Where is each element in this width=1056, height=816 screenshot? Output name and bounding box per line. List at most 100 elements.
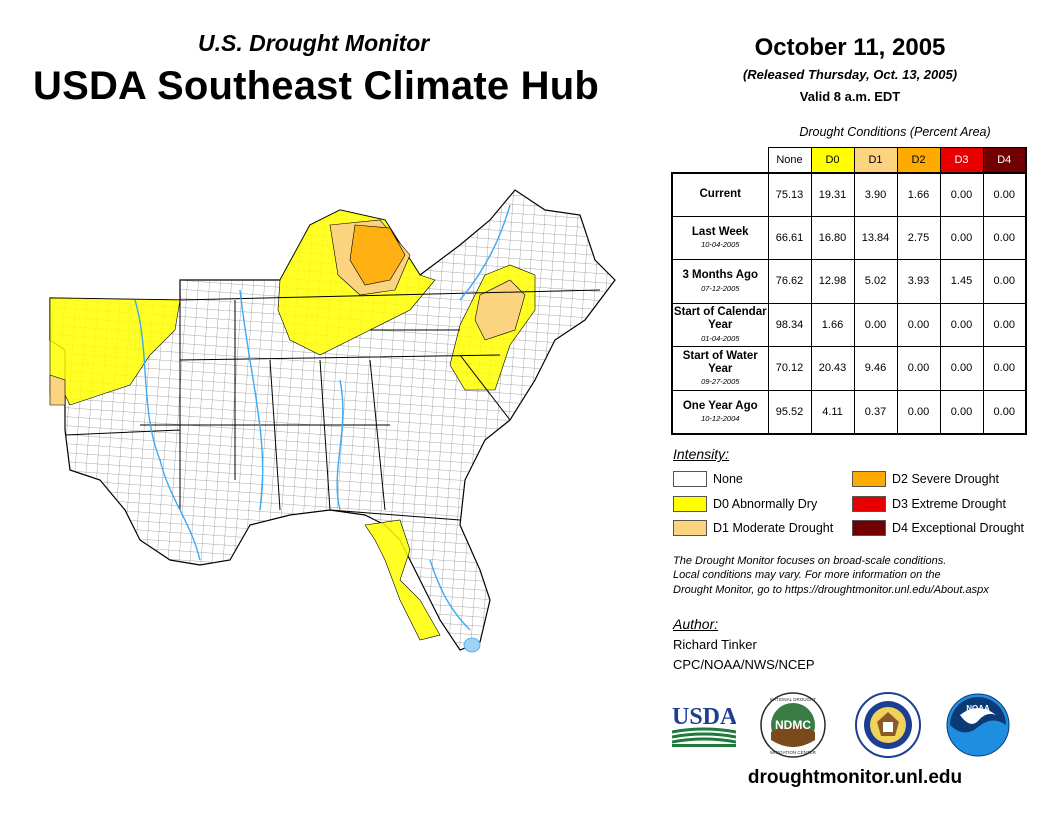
table-cell: 1.45	[939, 259, 984, 304]
table-cell: 1.66	[810, 302, 855, 347]
release-date: (Released Thursday, Oct. 13, 2005)	[742, 67, 958, 82]
author-heading: Author:	[673, 616, 719, 632]
table-cell: 76.62	[767, 259, 812, 304]
table-row: One Year Ago 10-12-2004 95.52 4.11 0.37 0…	[671, 389, 1027, 435]
lake-okeechobee	[463, 637, 481, 653]
legend-label: D4 Exceptional Drought	[892, 521, 1025, 535]
ndmc-logo-text: NDMC	[775, 718, 811, 732]
valid-time: Valid 8 a.m. EDT	[799, 89, 901, 104]
row-label: Start of Calendar Year 01-04-2005	[671, 302, 769, 347]
table-cell: 0.00	[982, 215, 1027, 260]
table-cell: 9.46	[853, 346, 898, 391]
drought-map	[49, 189, 616, 653]
usda-logo-text: USDA	[672, 704, 736, 730]
table-cell: 1.66	[896, 171, 941, 217]
header-d4: D4	[982, 147, 1027, 173]
legend-item-none: None	[673, 470, 743, 488]
row-label: Start of Water Year 09-27-2005	[671, 346, 769, 391]
table-row: Current 75.13 19.31 3.90 1.66 0.00 0.00	[671, 171, 1027, 217]
row-label-text: One Year Ago	[682, 399, 758, 412]
legend-item-d1: D1 Moderate Drought	[673, 519, 833, 537]
noaa-logo-text: NOAA	[966, 704, 990, 713]
table-cell: 5.02	[853, 259, 898, 304]
table-cell: 0.00	[982, 302, 1027, 347]
table-cell: 95.52	[767, 389, 812, 435]
page-title: USDA Southeast Climate Hub	[33, 64, 600, 108]
drought-monitor-subtitle: U.S. Drought Monitor	[198, 30, 430, 56]
row-date: 09-27-2005	[701, 377, 740, 387]
note-line: Drought Monitor, go to https://droughtmo…	[673, 583, 989, 596]
legend-label: D2 Severe Drought	[892, 472, 1000, 486]
rivers	[134, 204, 511, 631]
d2-area-kentucky	[349, 224, 406, 286]
table-caption: Drought Conditions (Percent Area)	[799, 125, 991, 139]
drought-monitor-url[interactable]: droughtmonitor.unl.edu	[747, 767, 963, 788]
legend-label: D0 Abnormally Dry	[713, 497, 818, 511]
d1-area-carolinas	[474, 279, 526, 341]
map-date: October 11, 2005	[754, 34, 946, 61]
table-cell: 3.90	[853, 171, 898, 217]
note-line: Local conditions may vary. For more info…	[673, 569, 941, 582]
row-date: 01-04-2005	[701, 333, 740, 343]
doc-seal-logo	[855, 692, 921, 758]
table-cell: 0.00	[982, 171, 1027, 217]
table-row: Start of Calendar Year 01-04-2005 98.34 1…	[671, 302, 1027, 347]
table-cell: 4.11	[810, 389, 855, 435]
legend-swatch	[673, 496, 707, 512]
table-cell: 0.00	[939, 346, 984, 391]
legend-label: D3 Extreme Drought	[892, 497, 1006, 511]
table-cell: 13.84	[853, 215, 898, 260]
header-d3: D3	[939, 147, 984, 173]
legend-swatch	[673, 520, 707, 536]
row-label-text: Start of Water Year	[682, 349, 758, 375]
table-cell: 20.43	[810, 346, 855, 391]
table-cell: 2.75	[896, 215, 941, 260]
header-d0: D0	[810, 147, 855, 173]
author-organization: CPC/NOAA/NWS/NCEP	[673, 657, 815, 672]
row-label-text: Current	[699, 187, 742, 200]
header-d2: D2	[896, 147, 941, 173]
legend-item-d2: D2 Severe Drought	[852, 470, 999, 488]
usda-logo: USDA	[672, 704, 736, 747]
table-cell: 0.37	[853, 389, 898, 435]
table-cell: 0.00	[939, 171, 984, 217]
legend-label: None	[713, 472, 743, 486]
note-line: The Drought Monitor focuses on broad-sca…	[673, 555, 947, 567]
header-d1: D1	[853, 147, 898, 173]
d0-area-florida	[364, 519, 441, 641]
table-cell: 12.98	[810, 259, 855, 304]
table-cell: 0.00	[982, 389, 1027, 435]
header-none: None	[767, 147, 812, 173]
row-label-text: Start of Calendar Year	[673, 306, 767, 332]
table-cell: 16.80	[810, 215, 855, 260]
d1-area-arkansas	[49, 374, 66, 406]
row-label-text: 3 Months Ago	[682, 269, 759, 282]
legend-swatch	[852, 520, 886, 536]
table-cell: 19.31	[810, 171, 855, 217]
svg-text:MITIGATION CENTER: MITIGATION CENTER	[770, 750, 816, 755]
state-boundaries	[64, 289, 601, 521]
row-label: Last Week 10-04-2005	[671, 215, 769, 260]
drought-conditions-table: None D0 D1 D2 D3 D4 Current 75.13 19.31 …	[671, 147, 1027, 435]
author-name: Richard Tinker	[673, 637, 757, 652]
svg-text:NATIONAL DROUGHT: NATIONAL DROUGHT	[770, 697, 816, 702]
legend-item-d4: D4 Exceptional Drought	[852, 519, 1024, 537]
legend-title: Intensity:	[673, 446, 730, 462]
legend-swatch	[852, 471, 886, 487]
table-cell: 0.00	[939, 302, 984, 347]
row-date: 10-04-2005	[701, 240, 740, 250]
table-cell: 66.61	[767, 215, 812, 260]
table-cell: 0.00	[896, 302, 941, 347]
table-row: Start of Water Year 09-27-2005 70.12 20.4…	[671, 346, 1027, 391]
table-cell: 0.00	[896, 389, 941, 435]
legend-label: D1 Moderate Drought	[713, 521, 834, 535]
row-label: One Year Ago 10-12-2004	[671, 389, 769, 435]
table-cell: 0.00	[939, 389, 984, 435]
ndmc-logo: NDMC NATIONAL DROUGHT MITIGATION CENTER	[760, 692, 826, 758]
noaa-logo: NOAA	[946, 693, 1010, 757]
row-label: 3 Months Ago 07-12-2005	[671, 259, 769, 304]
table-cell: 0.00	[939, 215, 984, 260]
disclaimer-note: The Drought Monitor focuses on broad-sca…	[673, 554, 1043, 597]
row-date: 07-12-2005	[701, 283, 740, 293]
legend-swatch	[852, 496, 886, 512]
